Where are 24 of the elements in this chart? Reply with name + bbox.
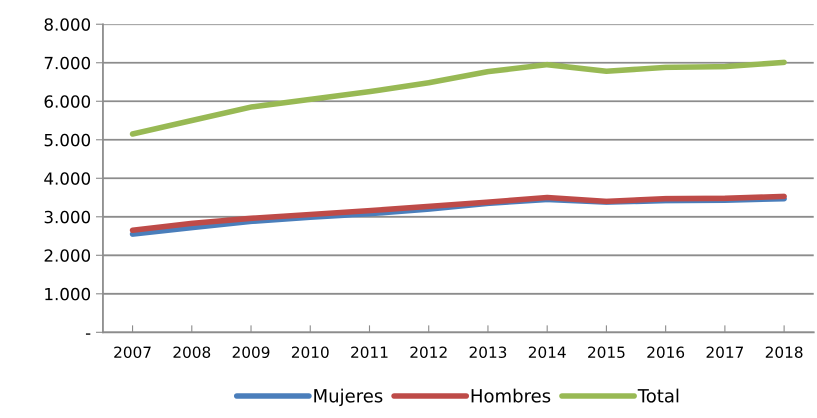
x-tick-label: 2007 [114,346,151,358]
x-tick-label: 2011 [351,346,388,358]
x-tick-label: 2013 [470,346,506,358]
x-tick-label: 2018 [766,346,803,358]
x-tick-label: 2017 [706,346,744,358]
y-tick-label: 1.000 [45,288,90,300]
x-tick-label: 2012 [410,346,447,358]
legend-label: Hombres [472,388,550,403]
legend-label: Mujeres [314,388,382,406]
y-tick-label: 6.000 [44,95,90,108]
y-tick-label: 2.000 [44,249,90,262]
legend-label: Total [638,388,678,403]
y-tick-label: 7.000 [44,56,90,70]
x-tick-label: 2010 [292,346,329,358]
y-tick-label: - [86,333,90,335]
y-tick-label: 5.000 [44,134,90,146]
y-tick-label: 8.000 [44,18,90,31]
y-tick-label: 3.000 [44,210,90,224]
x-tick-label: 2009 [232,346,270,358]
y-tick-label: 4.000 [44,172,90,185]
x-tick-label: 2014 [528,346,566,358]
x-tick-label: 2008 [173,346,210,358]
x-tick-label: 2016 [647,346,684,358]
x-tick-label: 2015 [588,346,625,358]
